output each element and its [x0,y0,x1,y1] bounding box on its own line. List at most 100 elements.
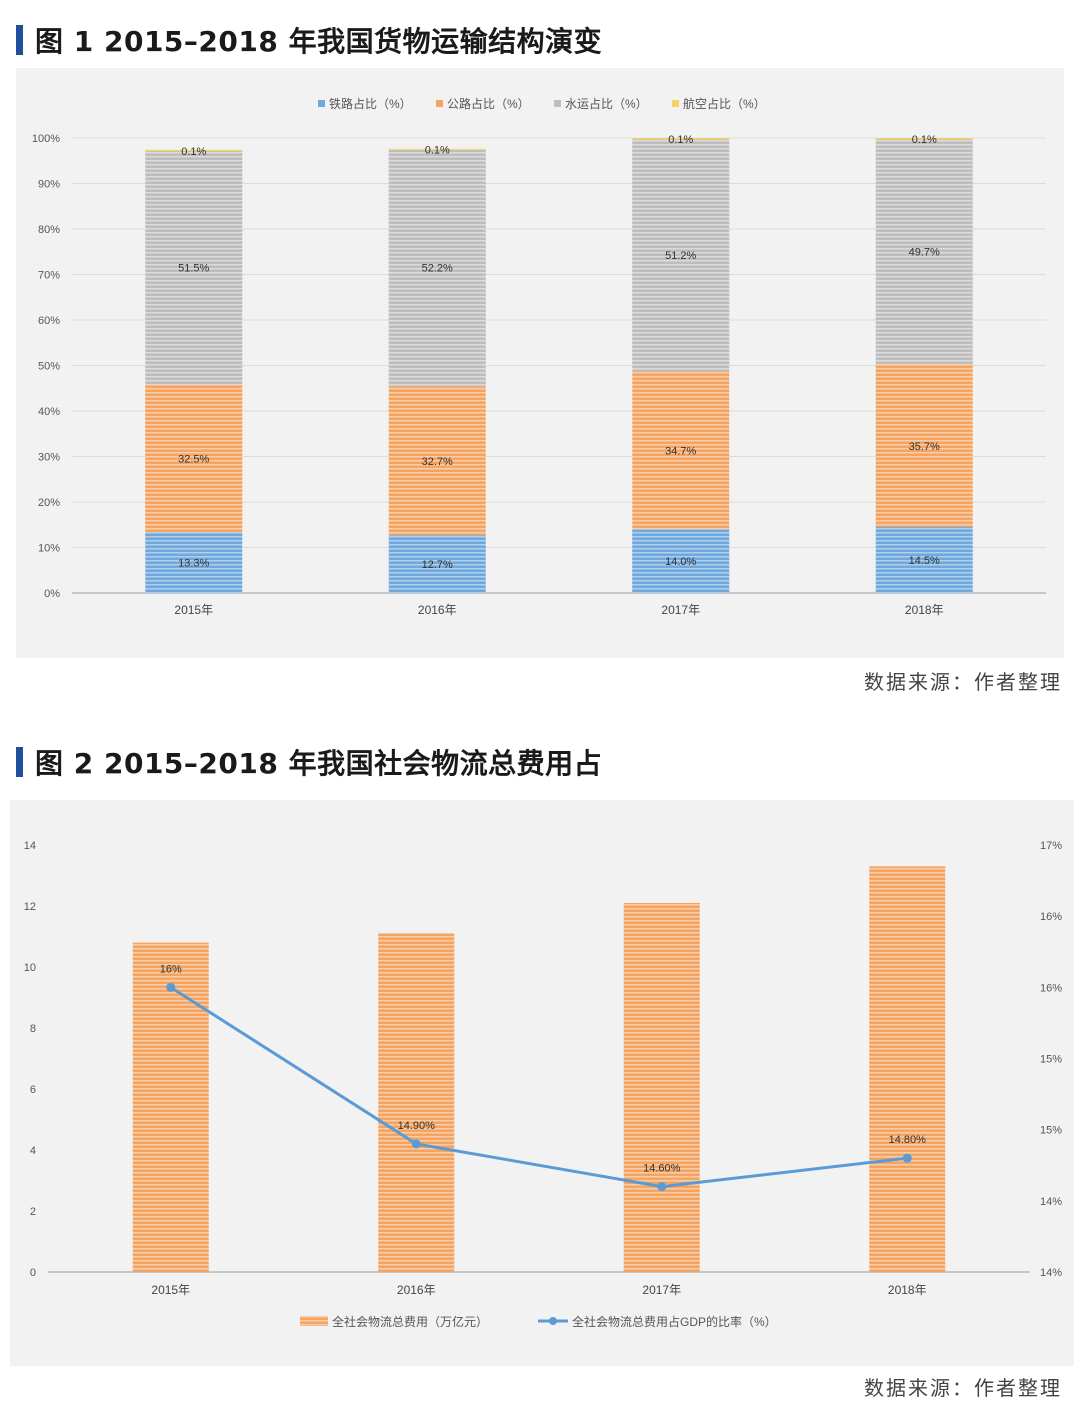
y-left-tick-label: 8 [30,1023,36,1035]
data-label: 34.7% [665,445,696,457]
fig1-chart: 0% 10% 20% 30% 40% 50% 60% 70% 80% 90% 100% 13.3% 32… [32,96,1046,617]
data-label: 51.2% [665,250,696,262]
legend-swatch [554,100,561,107]
title-accent-bar [16,25,23,55]
y-left-tick-label: 2 [30,1206,36,1218]
legend-swatch [436,100,443,107]
y-right-tick-label: 14% [1040,1196,1062,1208]
fig2-title: 图 2 2015–2018 年我国社会物流总费用占 [16,742,602,782]
bar-segment [632,138,730,372]
x-tick-label: 2017年 [661,603,700,617]
data-label: 14.0% [665,556,696,568]
bar-segment [632,138,730,140]
y-tick-label: 50% [38,361,60,373]
bar-segment [388,535,486,593]
x-tick-label: 2017年 [642,1283,681,1297]
legend-swatch-point [549,1317,557,1325]
bar-segment [632,371,730,530]
y-left-tick-label: 10 [24,962,36,974]
bar-segment [875,138,973,140]
bar-segment [875,364,973,528]
legend-label: 全社会物流总费用（万亿元） [332,1314,488,1329]
data-label: 52.2% [422,263,453,275]
fig2-source: 数据来源：作者整理 [864,1376,1062,1400]
bar-segment [145,384,243,533]
y-tick-label: 10% [38,543,60,555]
y-tick-label: 0% [44,588,60,600]
legend-swatch-bar [300,1316,328,1326]
data-label: 0.1% [912,134,937,146]
title-accent-bar [16,747,23,777]
line-point [657,1182,667,1192]
fig2-title-text: 图 2 2015–2018 年我国社会物流总费用占 [35,747,603,780]
bar [869,866,946,1272]
fig1-title: 图 1 2015–2018 年我国货物运输结构演变 [16,20,602,60]
legend-label: 铁路占比（%） [329,96,412,111]
bar-segment [145,150,243,385]
x-tick-label: 2015年 [174,603,213,617]
fig1-chart-panel: 0% 10% 20% 30% 40% 50% 60% 70% 80% 90% 100% 13.3% 32… [16,68,1064,658]
legend-label: 公路占比（%） [447,96,530,111]
y-right-tick-label: 17% [1040,840,1062,852]
line-data-label: 14.80% [889,1134,927,1146]
data-label: 32.5% [178,454,209,466]
y-tick-label: 100% [32,133,60,145]
data-label: 0.1% [668,134,693,146]
x-tick-label: 2016年 [397,1283,436,1297]
line-data-label: 14.90% [398,1120,436,1132]
bar-segment [388,148,486,150]
y-left-tick-label: 4 [30,1145,36,1157]
y-right-tick-label: 14% [1040,1267,1062,1279]
y-tick-label: 70% [38,270,60,282]
y-tick-label: 40% [38,406,60,418]
legend-label: 水运占比（%） [565,96,648,111]
fig1-title-text: 图 1 2015–2018 年我国货物运输结构演变 [35,25,603,58]
y-right-tick-label: 15% [1040,1125,1062,1137]
x-tick-label: 2018年 [888,1283,927,1297]
bar-segment [632,529,730,593]
y-tick-label: 90% [38,179,60,191]
y-right-tick-label: 16% [1040,982,1062,994]
y-right-tick-label: 16% [1040,911,1062,923]
bar-segment [388,148,486,387]
data-label: 49.7% [909,247,940,259]
legend-swatch [672,100,679,107]
legend-label: 全社会物流总费用占GDP的比率（%） [572,1314,777,1329]
bar [132,942,209,1272]
bar-segment [875,527,973,593]
line-point [411,1139,421,1149]
legend-label: 航空占比（%） [683,96,766,111]
data-label: 13.3% [178,558,209,570]
data-label: 51.5% [178,262,209,274]
bar-segment [145,149,243,152]
y-left-tick-label: 14 [24,840,36,852]
y-tick-label: 20% [38,497,60,509]
legend-swatch [318,100,325,107]
y-tick-label: 60% [38,315,60,327]
ratio-line [169,986,908,1189]
bar [378,933,455,1272]
y-tick-label: 80% [38,224,60,236]
data-label: 0.1% [181,146,206,158]
data-label: 32.7% [422,456,453,468]
fig2-chart-panel: 0 2 4 6 8 10 12 14 14% 14% 15% 15% 16% 16% 17% 2015年 201… [10,800,1074,1366]
data-label: 0.1% [425,144,450,156]
x-tick-label: 2016年 [418,603,457,617]
x-tick-label: 2015年 [151,1283,190,1297]
x-tick-label: 2018年 [905,603,944,617]
fig2-chart: 0 2 4 6 8 10 12 14 14% 14% 15% 15% 16% 16% 17% 2015年 201… [24,840,1062,1329]
y-tick-label: 30% [38,452,60,464]
y-left-tick-label: 6 [30,1084,36,1096]
data-label: 14.5% [909,555,940,567]
data-label: 12.7% [422,559,453,571]
y-left-tick-label: 0 [30,1267,36,1279]
y-left-tick-label: 12 [24,901,36,913]
bar-segment [145,532,243,593]
fig1-source: 数据来源：作者整理 [864,670,1062,694]
bar-segment [388,386,486,536]
line-data-label: 14.60% [643,1163,681,1175]
bar-segment [875,138,973,365]
bar [623,902,700,1272]
line-data-label: 16% [160,963,182,975]
data-label: 35.7% [909,441,940,453]
